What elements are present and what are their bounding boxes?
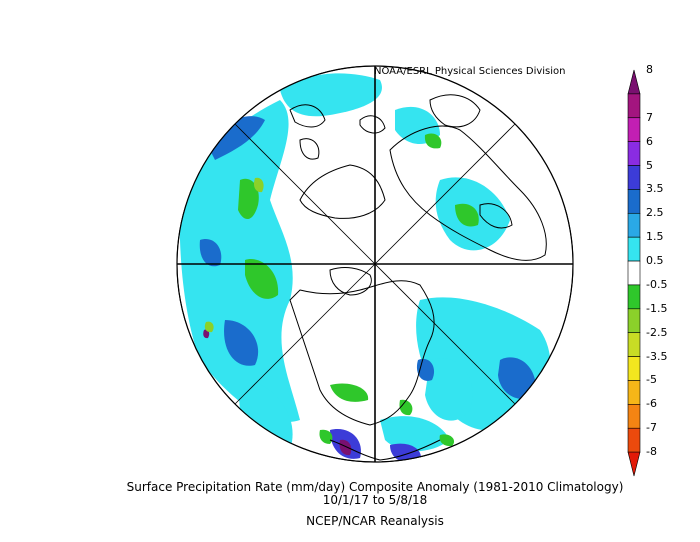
dry-west-band: [238, 178, 259, 220]
colorbar-tick-label: 6: [646, 134, 653, 148]
colorbar-tick-label: -2.5: [646, 325, 668, 339]
globe-border: [176, 65, 574, 463]
colorbar-tick-label: 1.5: [646, 230, 664, 244]
colorbar-tick-label: -5: [646, 373, 657, 387]
colorbar-segment: [627, 117, 641, 142]
colorbar-tick-label: -1.5: [646, 301, 668, 315]
dry-mexico: [319, 429, 333, 444]
wetter-atlantic: [498, 357, 536, 399]
colorbar-tick-label: 0.5: [646, 254, 664, 268]
data-source: NCEP/NCAR Reanalysis: [306, 514, 444, 528]
dry-central: [330, 383, 369, 402]
colorbar-segment: [627, 332, 641, 357]
chart-title: Surface Precipitation Rate (mm/day) Comp…: [126, 480, 624, 494]
colorbar-segment: [627, 404, 641, 429]
anomaly-field: [179, 73, 551, 462]
drier-nw: [253, 177, 264, 193]
wetter-nw: [205, 116, 265, 160]
wet-pacific-west: [179, 100, 300, 422]
colorbar-tick-label: 5: [646, 158, 653, 172]
colorbar-tick-label: 7: [646, 110, 653, 124]
colorbar-tick-label: 8: [646, 63, 653, 76]
wetter-w-pacific: [199, 239, 222, 267]
dry-east: [439, 434, 455, 447]
wet-arctic-top: [280, 73, 382, 117]
wet-north-atlantic: [425, 358, 473, 421]
colorbar-tick-label: 2.5: [646, 206, 664, 220]
dry-south: [399, 399, 413, 416]
colorbar-segment: [627, 165, 641, 190]
colorbar-tick-label: -0.5: [646, 277, 668, 291]
dry-europe-2: [455, 203, 479, 227]
drier-pacific: [204, 321, 214, 333]
colorbar-tick-label: -7: [646, 421, 657, 435]
colorbar-tick-label: -6: [646, 397, 657, 411]
colorbar-segment: [627, 260, 641, 286]
colorbar-segment: [627, 189, 641, 214]
extreme-wet-south: [339, 439, 352, 456]
colorbar-segment: [627, 427, 641, 453]
colorbar-segment: [627, 284, 641, 310]
colorbar-segment: [627, 451, 641, 477]
colorbar-segment: [627, 93, 641, 119]
wetter-sw: [224, 320, 259, 366]
coastlines: [289, 94, 547, 461]
colorbar-segment: [627, 141, 641, 166]
colorbar-tick-label: -8: [646, 445, 657, 459]
wet-caribbean: [380, 416, 450, 452]
colorbar-segment: [627, 380, 641, 405]
colorbar-segment: [627, 308, 641, 334]
dry-west-2: [245, 259, 279, 299]
colorbar: [627, 69, 641, 477]
colorbar-segment: [627, 212, 641, 238]
extreme-wet-west: [203, 329, 210, 339]
dry-europe-1: [424, 133, 442, 149]
colorbar-segment: [627, 69, 641, 95]
colorbar-tick-label: 3.5: [646, 182, 664, 196]
colorbar-segment: [627, 356, 641, 381]
graticule-meridians: [234, 123, 516, 405]
colorbar-tick-label: -3.5: [646, 349, 668, 363]
date-range: 10/1/17 to 5/8/18: [322, 493, 428, 507]
credit-text: NOAA/ESRL Physical Sciences Division: [374, 66, 566, 77]
colorbar-segment: [627, 236, 641, 262]
